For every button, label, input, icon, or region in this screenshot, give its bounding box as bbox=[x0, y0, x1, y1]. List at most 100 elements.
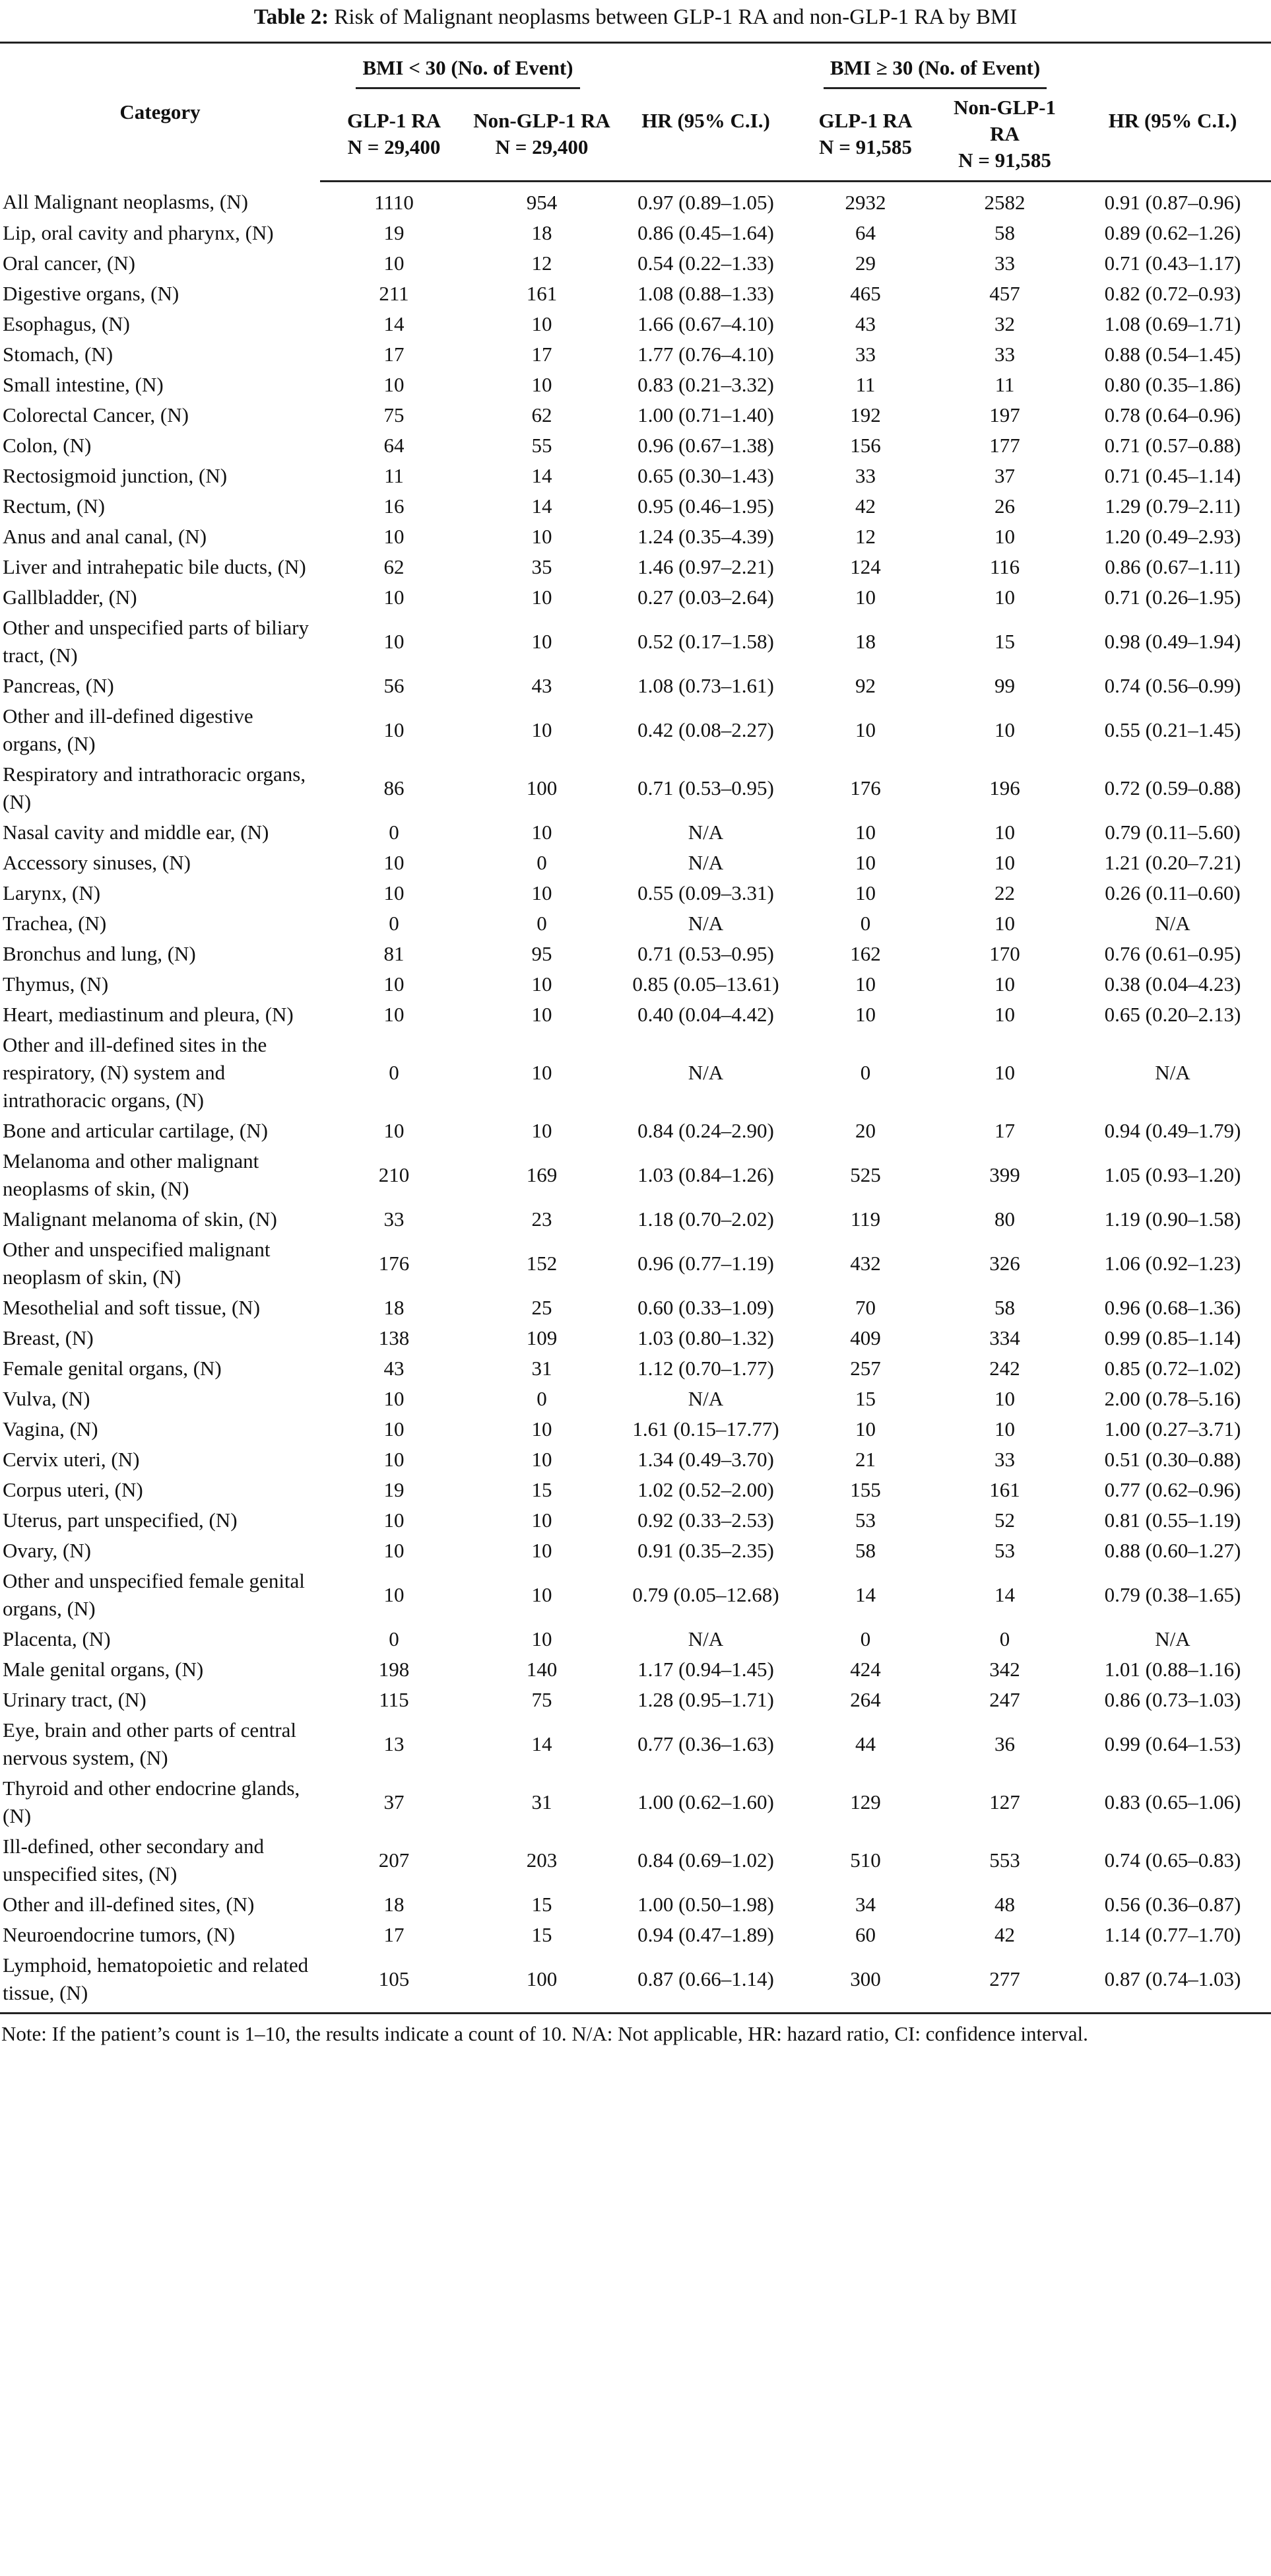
non-glp1-bmi-under-30-cell: 43 bbox=[531, 674, 552, 697]
category-cell: Other and ill-defined sites, (N) bbox=[3, 1893, 255, 1916]
category-cell: Heart, mediastinum and pleura, (N) bbox=[3, 1003, 294, 1026]
table-label: Table 2: bbox=[253, 5, 329, 29]
non-glp1-bmi-under-30-cell: 95 bbox=[531, 942, 552, 965]
hr-bmi-under-30-cell: 1.00 (0.50–1.98) bbox=[637, 1893, 774, 1916]
non-glp1-bmi-30-plus-cell: 10 bbox=[994, 1387, 1015, 1410]
hr-bmi-under-30-cell: 0.79 (0.05–12.68) bbox=[632, 1583, 779, 1606]
non-glp1-bmi-under-30-cell: 140 bbox=[526, 1658, 558, 1681]
results-table: Category BMI < 30 (No. of Event) BMI ≥ 3… bbox=[0, 42, 1271, 2014]
glp1-bmi-under-30-cell: 0 bbox=[389, 821, 399, 844]
glp1-bmi-under-30-cell: 10 bbox=[383, 525, 405, 548]
column-name: GLP-1 RA bbox=[346, 109, 441, 132]
glp1-bmi-30-plus-cell: 44 bbox=[855, 1732, 876, 1755]
hr-bmi-30-plus-cell: 0.96 (0.68–1.36) bbox=[1104, 1296, 1241, 1319]
hr-bmi-30-plus-cell: 1.05 (0.93–1.20) bbox=[1104, 1163, 1241, 1186]
non-glp1-bmi-under-30-cell: 152 bbox=[526, 1252, 558, 1275]
glp1-bmi-under-30-cell: 10 bbox=[383, 1003, 405, 1026]
hr-bmi-under-30-cell: 1.00 (0.62–1.60) bbox=[637, 1790, 774, 1813]
non-glp1-bmi-30-plus-cell: 33 bbox=[994, 1448, 1015, 1471]
hr-bmi-under-30-cell: 0.94 (0.47–1.89) bbox=[637, 1923, 774, 1946]
non-glp1-bmi-under-30-cell: 10 bbox=[531, 1417, 552, 1441]
header-hr-bmi-30-plus: HR (95% C.I.) bbox=[1074, 92, 1271, 182]
hr-bmi-30-plus-cell: 0.89 (0.62–1.26) bbox=[1104, 221, 1241, 244]
hr-bmi-under-30-cell: 1.00 (0.71–1.40) bbox=[637, 403, 774, 426]
category-cell: Lip, oral cavity and pharynx, (N) bbox=[3, 221, 274, 244]
category-cell: Ill-defined, other secondary and unspeci… bbox=[3, 1835, 264, 1885]
hr-bmi-30-plus-cell: N/A bbox=[1155, 912, 1190, 935]
category-cell: Ovary, (N) bbox=[3, 1539, 91, 1562]
table-row: Placenta, (N) 0 10 N/A 0 0 N/A bbox=[0, 1624, 1271, 1654]
glp1-bmi-under-30-cell: 75 bbox=[383, 403, 405, 426]
glp1-bmi-under-30-cell: 16 bbox=[383, 494, 405, 518]
table-row: Vulva, (N) 10 0 N/A 15 10 2.00 (0.78–5.16) bbox=[0, 1384, 1271, 1414]
hr-bmi-30-plus-cell: 0.99 (0.64–1.53) bbox=[1104, 1732, 1241, 1755]
hr-bmi-under-30-cell: 0.54 (0.22–1.33) bbox=[637, 252, 774, 275]
glp1-bmi-under-30-cell: 0 bbox=[389, 1061, 399, 1084]
column-sample-size: N = 91,585 bbox=[819, 135, 912, 158]
table-row: Nasal cavity and middle ear, (N) 0 10 N/A 10… bbox=[0, 817, 1271, 848]
category-cell: Gallbladder, (N) bbox=[3, 586, 137, 609]
category-cell: Stomach, (N) bbox=[3, 343, 114, 366]
category-cell: Oral cancer, (N) bbox=[3, 252, 135, 275]
hr-bmi-30-plus-cell: 0.71 (0.45–1.14) bbox=[1104, 464, 1241, 487]
non-glp1-bmi-30-plus-cell: 277 bbox=[935, 1950, 1074, 2014]
category-cell: Colon, (N) bbox=[3, 434, 92, 457]
glp1-bmi-30-plus-cell: 42 bbox=[855, 494, 876, 518]
column-name: Non-GLP-1 RA bbox=[954, 96, 1056, 145]
table-row: Digestive organs, (N) 211 161 1.08 (0.88–1.… bbox=[0, 279, 1271, 309]
category-cell: Esophagus, (N) bbox=[3, 312, 130, 335]
non-glp1-bmi-under-30-cell: 10 bbox=[531, 373, 552, 396]
hr-bmi-30-plus-cell: 0.77 (0.62–0.96) bbox=[1104, 1478, 1241, 1501]
non-glp1-bmi-30-plus-cell: 10 bbox=[994, 1417, 1015, 1441]
hr-bmi-under-30-cell: 0.97 (0.89–1.05) bbox=[637, 191, 774, 214]
hr-bmi-30-plus-cell: 0.74 (0.65–0.83) bbox=[1104, 1848, 1241, 1872]
glp1-bmi-30-plus-cell: 10 bbox=[855, 881, 876, 904]
category-cell: Pancreas, (N) bbox=[3, 674, 114, 697]
glp1-bmi-30-plus-cell: 18 bbox=[855, 630, 876, 653]
non-glp1-bmi-under-30-cell: 0 bbox=[537, 912, 547, 935]
non-glp1-bmi-under-30-cell: 10 bbox=[531, 718, 552, 741]
category-cell: Rectosigmoid junction, (N) bbox=[3, 464, 228, 487]
table-row: Other and ill-defined sites in the respi… bbox=[0, 1030, 1271, 1116]
column-sample-size bbox=[1077, 134, 1268, 160]
glp1-bmi-under-30-cell: 198 bbox=[378, 1658, 410, 1681]
glp1-bmi-30-plus-cell: 53 bbox=[855, 1508, 876, 1532]
hr-bmi-under-30-cell: 1.34 (0.49–3.70) bbox=[637, 1448, 774, 1471]
non-glp1-bmi-30-plus-cell: 242 bbox=[989, 1357, 1020, 1380]
hr-bmi-under-30-cell: 0.87 (0.66–1.14) bbox=[616, 1950, 796, 2014]
hr-bmi-30-plus-cell: 0.87 (0.74–1.03) bbox=[1074, 1950, 1271, 2014]
category-cell: Thymus, (N) bbox=[3, 972, 109, 996]
hr-bmi-30-plus-cell: 0.51 (0.30–0.88) bbox=[1104, 1448, 1241, 1471]
non-glp1-bmi-under-30-cell: 31 bbox=[531, 1790, 552, 1813]
glp1-bmi-30-plus-cell: 156 bbox=[850, 434, 881, 457]
non-glp1-bmi-30-plus-cell: 10 bbox=[994, 718, 1015, 741]
glp1-bmi-under-30-cell: 1110 bbox=[374, 191, 414, 214]
non-glp1-bmi-under-30-cell: 100 bbox=[526, 776, 558, 799]
hr-bmi-30-plus-cell: 0.94 (0.49–1.79) bbox=[1104, 1119, 1241, 1142]
non-glp1-bmi-under-30-cell: 75 bbox=[531, 1688, 552, 1711]
non-glp1-bmi-30-plus-cell: 116 bbox=[989, 555, 1020, 578]
hr-bmi-under-30-cell: N/A bbox=[688, 1387, 724, 1410]
glp1-bmi-under-30-cell: 10 bbox=[383, 972, 405, 996]
table-row: Anus and anal canal, (N) 10 10 1.24 (0.35–4… bbox=[0, 522, 1271, 552]
non-glp1-bmi-30-plus-cell: 26 bbox=[994, 494, 1015, 518]
category-cell: Thyroid and other endocrine glands, (N) bbox=[3, 1777, 300, 1827]
category-cell: Trachea, (N) bbox=[3, 912, 107, 935]
category-cell: Corpus uteri, (N) bbox=[3, 1478, 143, 1501]
non-glp1-bmi-30-plus-cell: 196 bbox=[989, 776, 1020, 799]
glp1-bmi-30-plus-cell: 432 bbox=[850, 1252, 881, 1275]
glp1-bmi-30-plus-cell: 192 bbox=[850, 403, 881, 426]
hr-bmi-under-30-cell: 0.95 (0.46–1.95) bbox=[637, 494, 774, 518]
column-name: Non-GLP-1 RA bbox=[473, 109, 610, 132]
hr-bmi-under-30-cell: 0.96 (0.77–1.19) bbox=[637, 1252, 774, 1275]
category-cell: Uterus, part unspecified, (N) bbox=[3, 1508, 238, 1532]
hr-bmi-under-30-cell: 0.27 (0.03–2.64) bbox=[637, 586, 774, 609]
glp1-bmi-under-30-cell: 17 bbox=[383, 1923, 405, 1946]
glp1-bmi-30-plus-cell: 129 bbox=[850, 1790, 881, 1813]
column-name: GLP-1 RA bbox=[818, 109, 913, 132]
category-cell: Rectum, (N) bbox=[3, 494, 105, 518]
table-row: Corpus uteri, (N) 19 15 1.02 (0.52–2.00) 155… bbox=[0, 1475, 1271, 1505]
hr-bmi-under-30-cell: 1.46 (0.97–2.21) bbox=[637, 555, 774, 578]
table-row: Accessory sinuses, (N) 10 0 N/A 10 10 1.21 (0.… bbox=[0, 848, 1271, 878]
category-cell: Neuroendocrine tumors, (N) bbox=[3, 1923, 236, 1946]
